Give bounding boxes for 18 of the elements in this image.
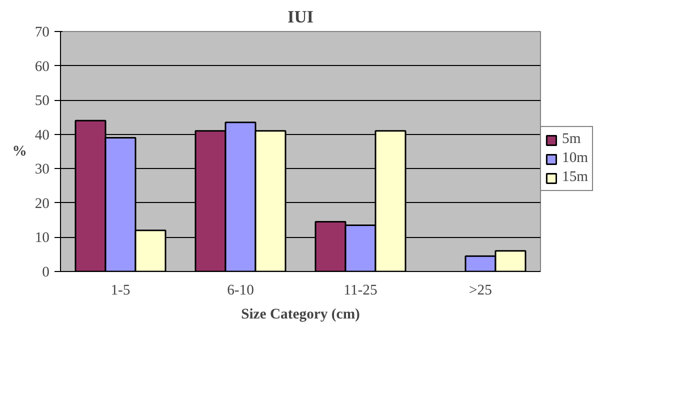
y-tick-label: 60 <box>34 58 50 75</box>
x-axis-title: Size Category (cm) <box>241 306 360 322</box>
y-tick-label: 40 <box>34 127 50 144</box>
x-tick-label: 11-25 <box>344 282 378 298</box>
y-tick-label: 50 <box>34 93 50 110</box>
y-tick-label: 70 <box>34 24 50 40</box>
y-axis-title: % <box>12 144 27 160</box>
y-tick-label: 30 <box>34 162 50 178</box>
y-tick-label: 0 <box>42 264 50 280</box>
x-tick-label: >25 <box>469 282 492 298</box>
x-tick-label: 6-10 <box>227 282 254 298</box>
legend-label: 15m <box>562 169 588 186</box>
y-tick-label: 10 <box>34 230 50 246</box>
x-tick-label: 1-5 <box>110 282 130 298</box>
chart-title: IUI <box>288 8 314 26</box>
y-tick-label: 20 <box>34 196 50 212</box>
legend-label: 10m <box>562 150 588 167</box>
legend-label: 5m <box>562 131 582 148</box>
